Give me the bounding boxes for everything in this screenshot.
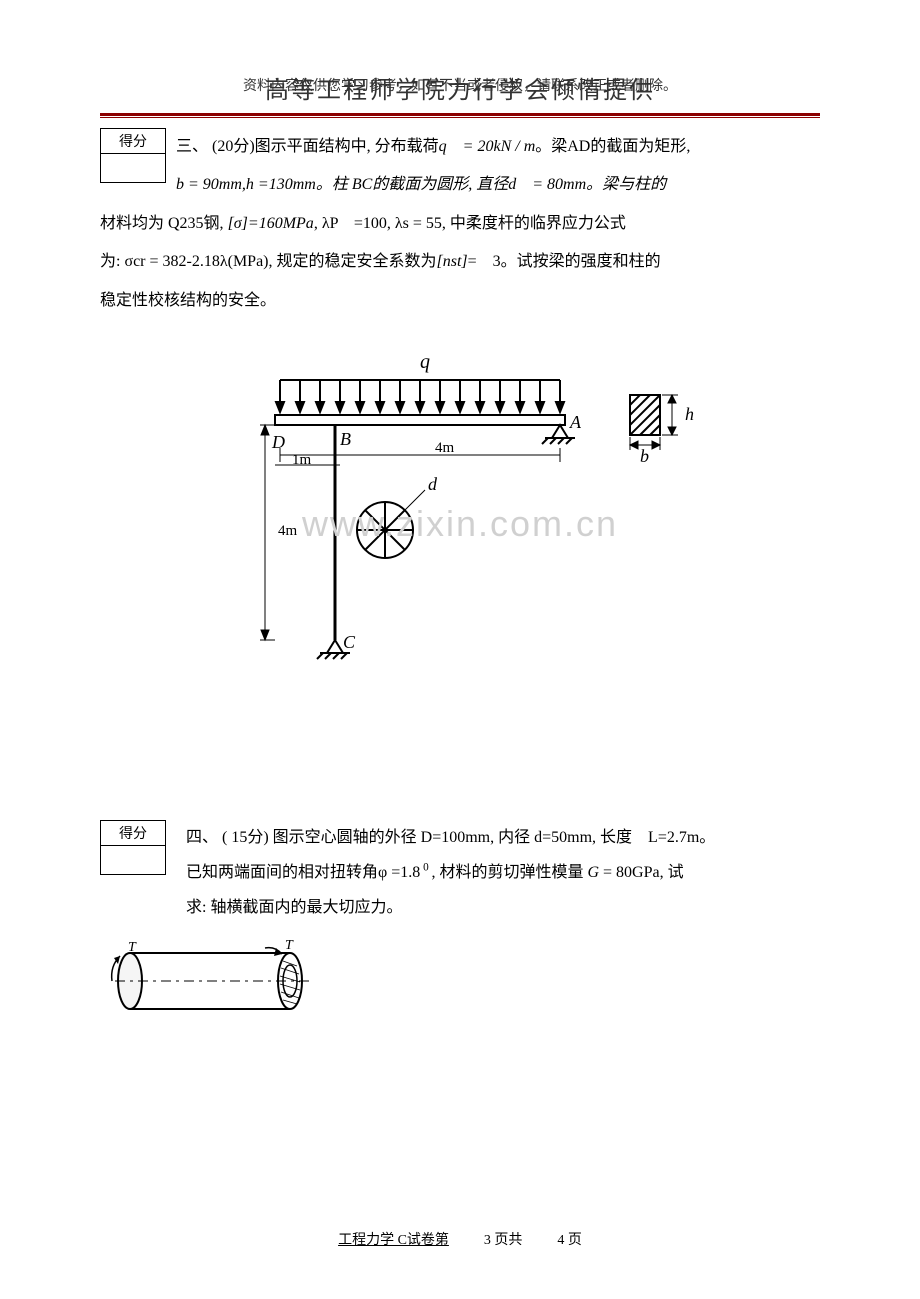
q-label: q bbox=[420, 351, 430, 373]
q4-line2-suffix: = 80GPa, 试 bbox=[599, 864, 684, 881]
C-label: C bbox=[343, 632, 356, 652]
score-label: 得分 bbox=[101, 129, 165, 154]
q3-diagram: q A D B bbox=[100, 340, 820, 675]
T-right: T bbox=[285, 938, 294, 953]
q4-line2: 已知两端面间的相对扭转角φ =1.8 0 , 材料的剪切弹性模量 G = 80G… bbox=[186, 855, 820, 890]
score-body-2 bbox=[101, 846, 165, 874]
q3-line4-suffix: = 3。试按梁的强度和柱的 bbox=[468, 253, 661, 270]
question-4: 得分 四、 ( 15分) 图示空心圆轴的外径 D=100mm, 内径 d=50m… bbox=[100, 820, 820, 926]
q3-line1: 三、 (20分)图示平面结构中, 分布载荷q = 20kN / m。梁AD的截面… bbox=[176, 128, 820, 166]
q4-line2-mid: , 材料的剪切弹性模量 bbox=[431, 864, 587, 881]
q4-line2-g: G bbox=[587, 864, 599, 881]
q3-line5: 稳定性校核结构的安全。 bbox=[100, 282, 820, 320]
q4-line3: 求: 轴横截面内的最大切应力。 bbox=[186, 890, 820, 925]
score-box: 得分 bbox=[100, 128, 166, 183]
h-label: h bbox=[685, 404, 694, 424]
question-3: 得分 三、 (20分)图示平面结构中, 分布载荷q = 20kN / m。梁AD… bbox=[100, 128, 820, 675]
D-label: D bbox=[271, 432, 285, 452]
q3-line3-prefix: 材料均为 Q235钢, bbox=[100, 215, 228, 232]
footer-text3: 页 bbox=[568, 1233, 582, 1248]
q3-line1-suffix: 。梁AD的截面为矩形, bbox=[535, 138, 690, 155]
page-footer: 工程力学 C试卷第 3 页共 4 页 bbox=[0, 1229, 920, 1249]
q3-line4-prefix: 为: σcr = 382-2.18λ(MPa), 规定的稳定安全系数为 bbox=[100, 253, 437, 270]
q4-line2-sup: 0 bbox=[420, 862, 431, 874]
q3-line3-sigma: [σ]=160MPa bbox=[228, 215, 314, 232]
b-label: b bbox=[640, 446, 649, 466]
q3-line2: b = 90mm,h =130mm。柱 BC的截面为圆形, 直径d = 80mm… bbox=[176, 166, 820, 204]
q3-line4: 为: σcr = 382-2.18λ(MPa), 规定的稳定安全系数为[nst]… bbox=[100, 243, 820, 281]
d-label: d bbox=[428, 474, 438, 494]
score-box-2: 得分 bbox=[100, 820, 166, 875]
beam-diagram-svg: q A D B bbox=[210, 340, 710, 670]
shaft-svg: T T bbox=[100, 936, 330, 1026]
footer-total: 4 bbox=[557, 1233, 564, 1248]
score-label-2: 得分 bbox=[101, 821, 165, 846]
top-notice: 资料内容仅供您学习参考，如有不当或者侵权，请联系改正或者删除。 bbox=[0, 75, 920, 95]
q3-line3: 材料均为 Q235钢, [σ]=160MPa, λP =100, λs = 55… bbox=[100, 205, 820, 243]
q3-line1-formula: q = 20kN / m bbox=[439, 138, 536, 155]
dim-1m: 1m bbox=[292, 452, 312, 468]
A-label: A bbox=[569, 412, 582, 432]
q3-line3-mid: , λP =100, λs = 55, 中柔度杆的临界应力公式 bbox=[314, 215, 626, 232]
dim-4m-v: 4m bbox=[278, 523, 298, 539]
shaft-diagram: T T bbox=[100, 936, 820, 1031]
footer-text1: 工程力学 C试卷第 bbox=[338, 1233, 449, 1248]
T-left: T bbox=[128, 940, 137, 955]
footer-text2: 页共 bbox=[494, 1233, 522, 1248]
q3-line1-prefix: 三、 (20分)图示平面结构中, 分布载荷 bbox=[176, 138, 439, 155]
q4-line2-prefix: 已知两端面间的相对扭转角φ =1.8 bbox=[186, 864, 420, 881]
q4-line1: 四、 ( 15分) 图示空心圆轴的外径 D=100mm, 内径 d=50mm, … bbox=[186, 820, 820, 855]
footer-page: 3 bbox=[484, 1233, 491, 1248]
dim-4m-h: 4m bbox=[435, 440, 455, 456]
header-rule bbox=[100, 113, 820, 118]
score-body bbox=[101, 154, 165, 182]
B-label: B bbox=[340, 429, 351, 449]
q3-line4-nst: [nst] bbox=[437, 253, 468, 270]
